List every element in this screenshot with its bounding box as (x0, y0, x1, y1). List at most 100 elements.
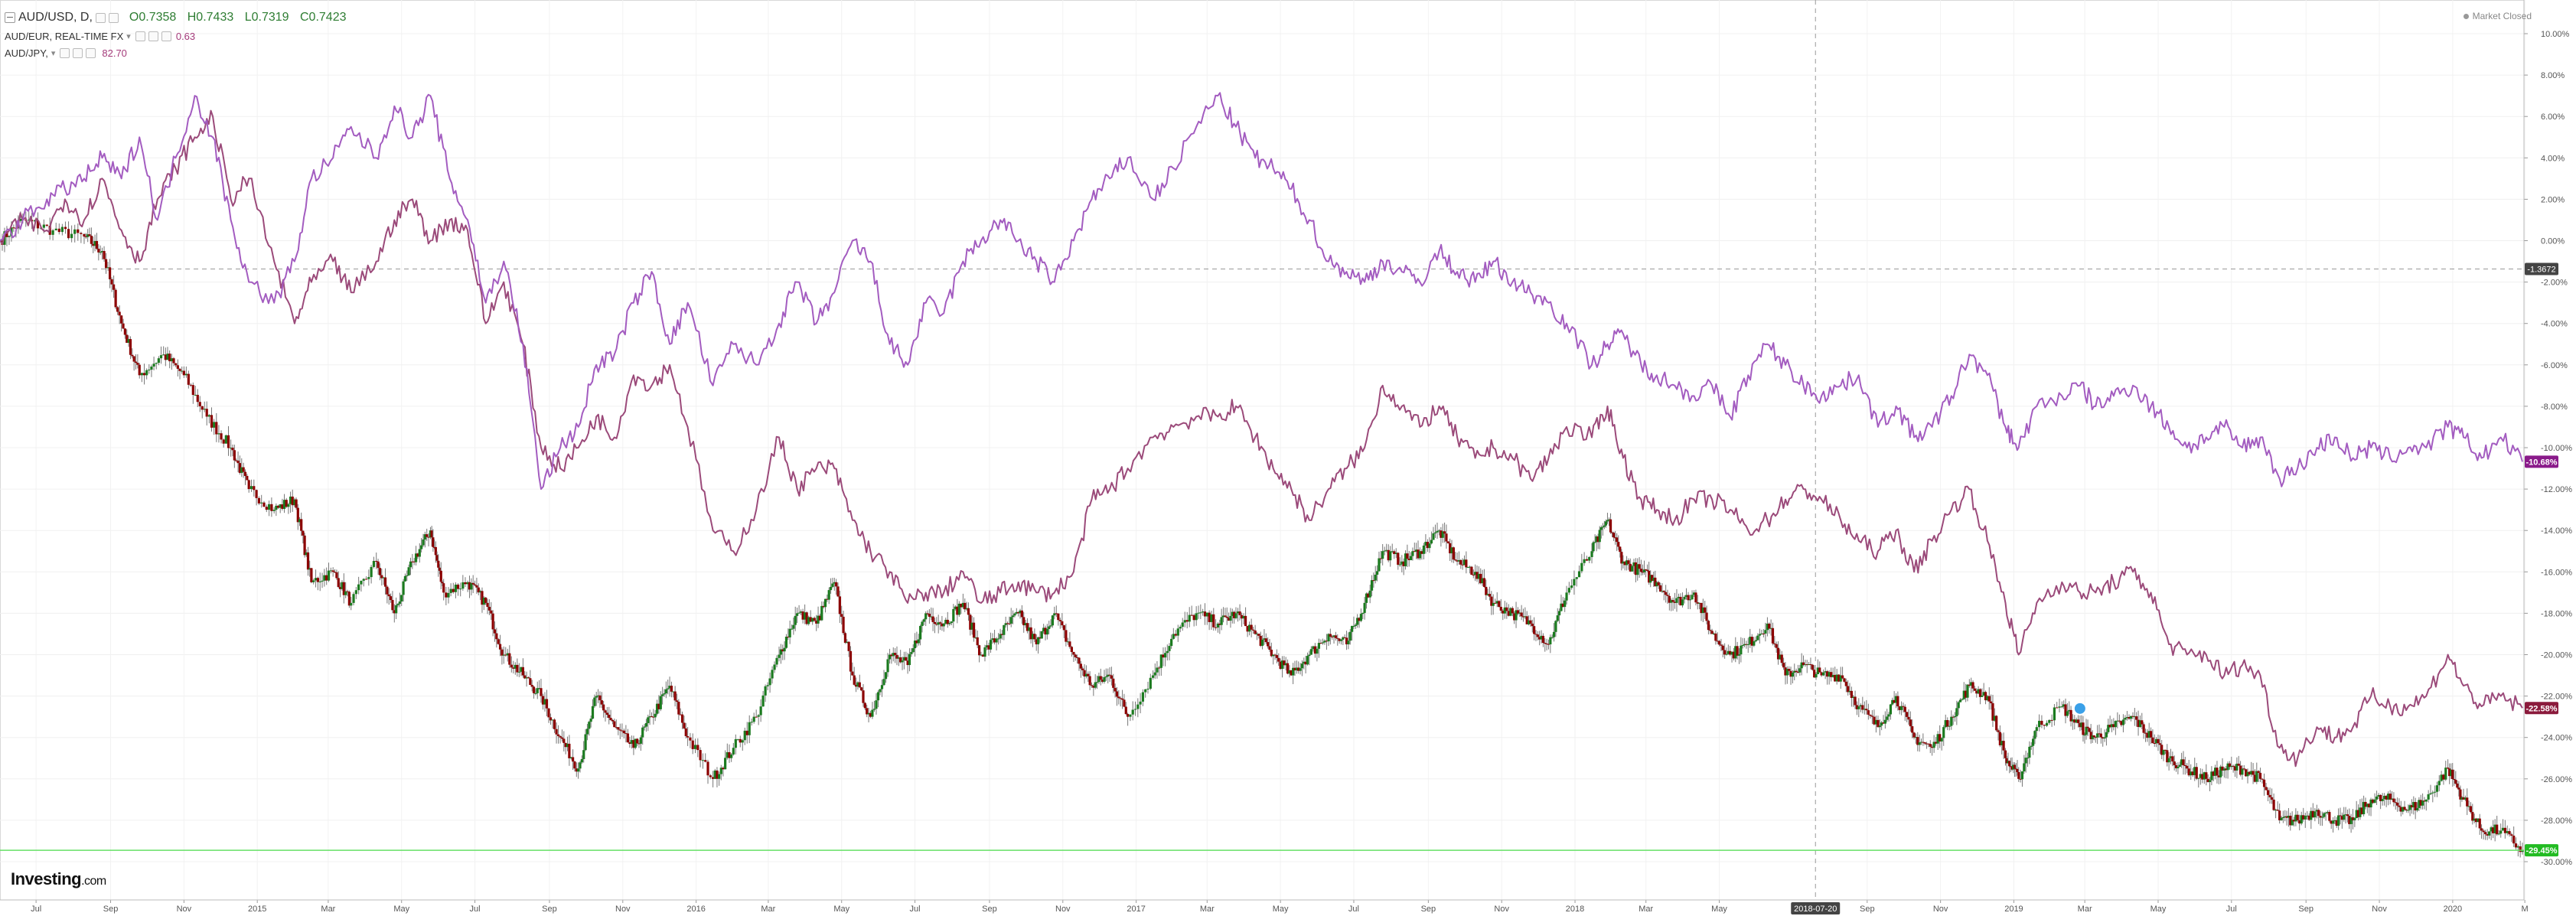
candle-body (1329, 634, 1332, 637)
candle-body (2412, 802, 2415, 808)
candle-body (730, 754, 733, 758)
candle-body (227, 435, 230, 448)
candle-body (2257, 771, 2260, 773)
candle-body (1413, 551, 1416, 553)
candle-body (1525, 616, 1528, 624)
y-tick-label: -2.00% (2541, 279, 2568, 288)
candle-body (1422, 545, 1426, 554)
candle-body (243, 471, 247, 476)
candle-body (577, 768, 580, 772)
candle-body (1696, 602, 1699, 604)
candle-body (1595, 536, 1598, 543)
candle-body (357, 584, 360, 591)
candle-body (367, 577, 370, 579)
candle-body (2226, 763, 2229, 771)
remove-toggle-icon[interactable] (161, 31, 171, 41)
candle-body (168, 354, 171, 362)
candle-body (1651, 575, 1654, 581)
candle-body (1554, 621, 1557, 632)
candle-body (562, 738, 566, 743)
x-tick-label: M (2522, 905, 2529, 914)
investing-logo[interactable]: Investing.com (11, 869, 106, 889)
candle-body (2453, 779, 2456, 781)
candle-body (1745, 644, 1748, 645)
x-tick-label: May (1711, 905, 1727, 914)
candle-body (1991, 702, 1994, 721)
candle-body (2403, 807, 2406, 810)
x-tick-label: May (393, 905, 409, 914)
candle-body (1527, 620, 1531, 624)
candle-body (1482, 578, 1486, 587)
candle-body (88, 234, 91, 236)
candle-body (295, 499, 298, 508)
candle-body (2317, 810, 2320, 817)
candle-body (679, 714, 682, 716)
legend-row-audusd[interactable]: AUD/USD, D, O0.7358 H0.7433 L0.7319 C0.7… (5, 8, 354, 28)
hide-toggle-icon[interactable] (148, 31, 158, 41)
candle-body (1793, 670, 1796, 673)
candle-body (387, 594, 390, 597)
candle-body (684, 728, 687, 737)
remove-toggle-icon[interactable] (86, 47, 96, 58)
candle-body (329, 570, 332, 572)
candle-body (1115, 691, 1119, 697)
candle-body (2410, 805, 2414, 808)
candle-body (398, 601, 401, 605)
candle-body (2294, 814, 2297, 822)
candle-body (1898, 706, 1901, 710)
candle-body (1946, 720, 1949, 727)
candle-body (672, 691, 675, 693)
candle-body (352, 594, 355, 603)
candle-body (860, 687, 863, 691)
candle-body (568, 743, 571, 758)
candle-body (1465, 559, 1468, 568)
candle-body (517, 671, 520, 673)
candle-body (686, 736, 690, 738)
chevron-down-icon[interactable]: ▾ (51, 48, 56, 58)
candle-body (138, 364, 141, 376)
settings-toggle-icon[interactable] (95, 12, 106, 23)
candle-body (189, 384, 192, 386)
candle-body (2171, 756, 2174, 762)
candle-body (1795, 670, 1798, 673)
candle-body (1865, 709, 1868, 711)
y-tick-label: -22.00% (2541, 693, 2572, 702)
candle-body (670, 686, 673, 692)
settings-toggle-icon[interactable] (135, 31, 145, 41)
candle-body (1374, 574, 1377, 581)
candle-body (100, 251, 104, 253)
candle-body (2064, 704, 2067, 716)
candle-body (693, 745, 697, 749)
candle-body (210, 415, 214, 428)
hide-toggle-icon[interactable] (108, 12, 119, 23)
candle-body (1638, 564, 1641, 569)
candle-body (2353, 817, 2356, 820)
settings-toggle-icon[interactable] (60, 47, 70, 58)
candle-body (1026, 623, 1029, 631)
candle-body (541, 696, 545, 705)
x-tick-label: Nov (177, 905, 192, 914)
candle-body (575, 768, 578, 772)
candle-body (2116, 720, 2119, 722)
hide-toggle-icon[interactable] (73, 47, 83, 58)
candle-body (1701, 607, 1704, 614)
candle-body (2133, 716, 2136, 718)
candle-body (2484, 832, 2487, 835)
chevron-down-icon[interactable]: ▾ (126, 31, 131, 41)
candle-body (2252, 771, 2255, 775)
candle-body (573, 761, 576, 769)
candle-body (1661, 591, 1664, 592)
candle-body (2076, 719, 2080, 723)
plot-frame (0, 0, 2525, 901)
candle-body (800, 611, 803, 613)
candle-body (768, 678, 771, 686)
legend-row-audeur[interactable]: AUD/EUR, REAL-TIME FX ▾ 0.63 (5, 28, 354, 44)
legend-row-audjpy[interactable]: AUD/JPY, ▾ 82.70 (5, 44, 354, 61)
collapse-icon[interactable] (5, 12, 15, 23)
candle-body (1603, 525, 1606, 527)
candle-body (2080, 722, 2083, 728)
candle-body (2464, 797, 2467, 800)
candle-body (964, 602, 967, 610)
candle-body (1316, 648, 1319, 654)
